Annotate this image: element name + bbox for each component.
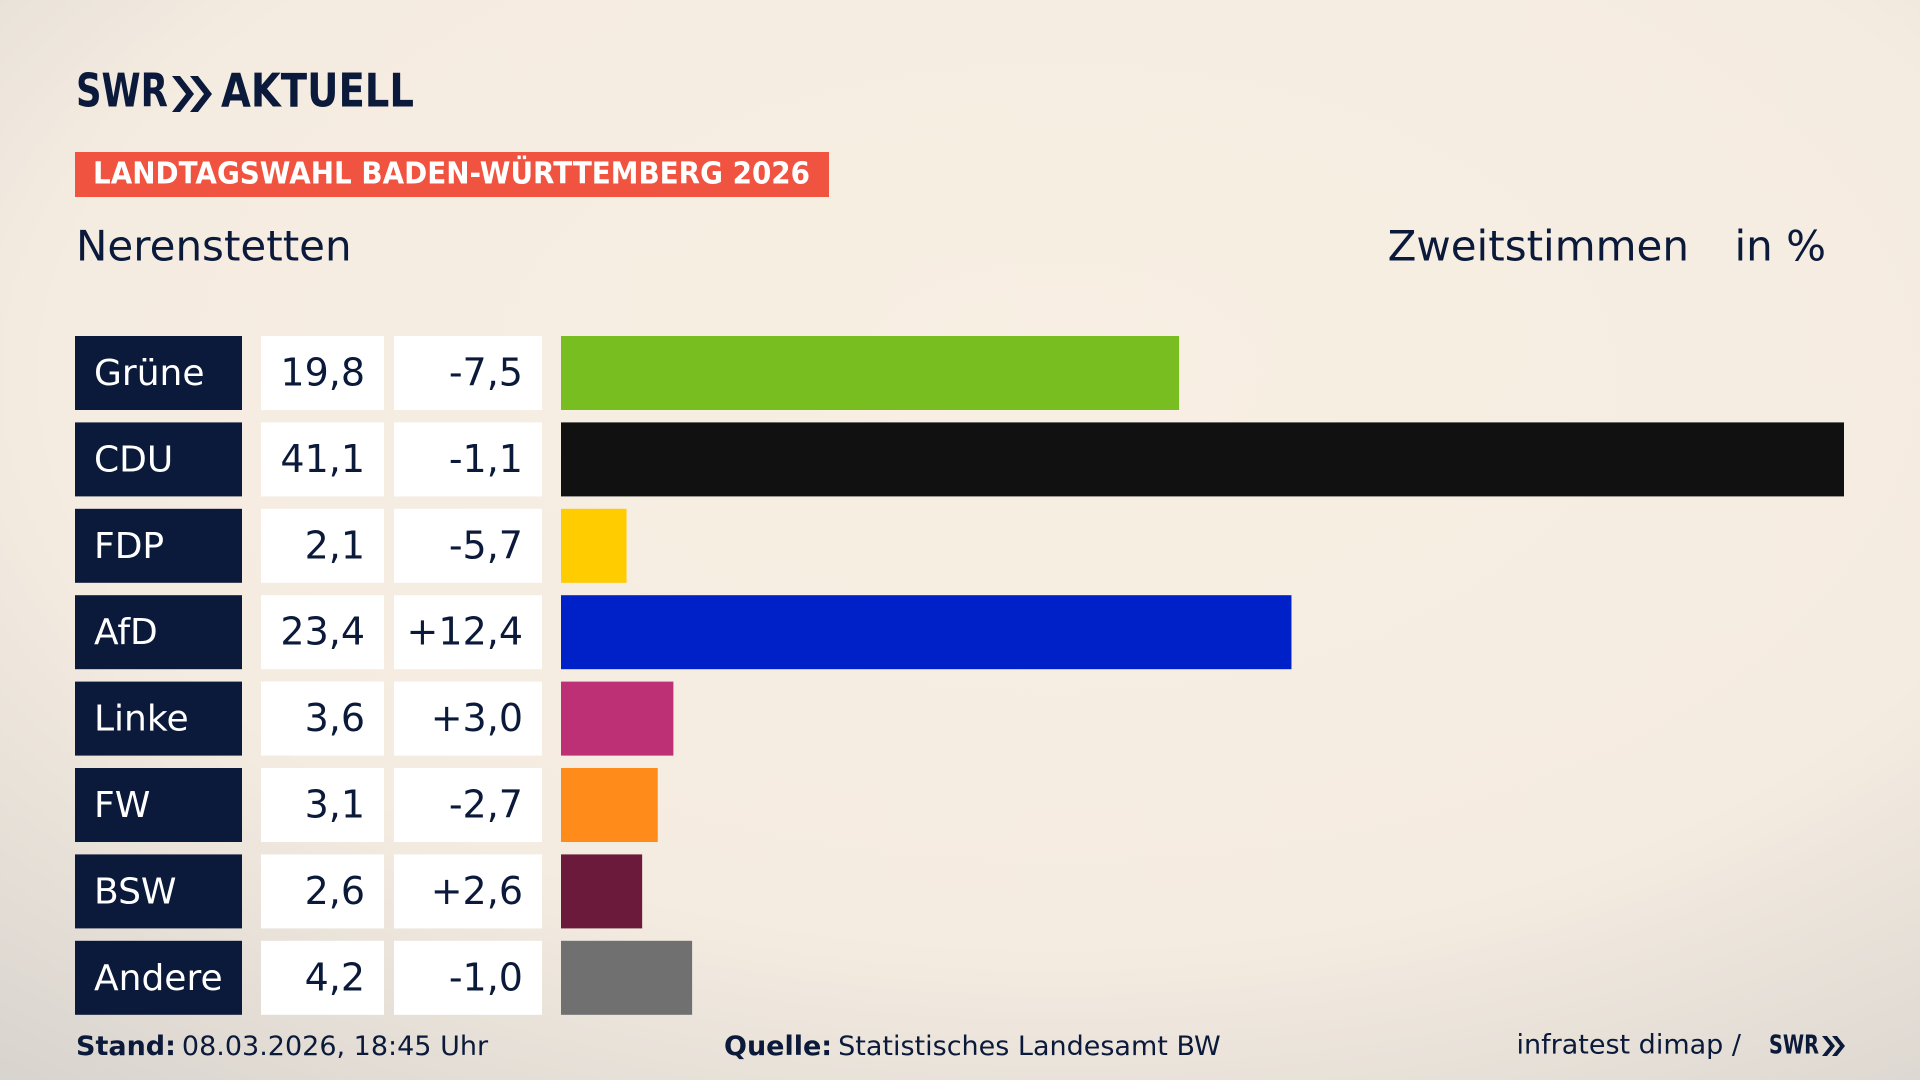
party-box — [75, 768, 242, 842]
value-box — [261, 940, 384, 1015]
value-label: 4,2 — [305, 955, 365, 999]
value-label: 2,1 — [305, 523, 365, 567]
source-label: Quelle: — [724, 1031, 832, 1062]
source-value: Statistisches Landesamt BW — [838, 1031, 1221, 1062]
banner-bg — [75, 152, 829, 197]
change-box — [394, 595, 542, 670]
party-label: Andere — [94, 958, 223, 999]
change-label: +3,0 — [431, 696, 523, 740]
party-box — [75, 940, 242, 1015]
bar — [561, 940, 693, 1015]
change-label: +2,6 — [431, 869, 523, 913]
change-label: -2,7 — [449, 783, 523, 827]
change-label: +12,4 — [407, 610, 523, 654]
value-box — [261, 768, 384, 842]
source: Quelle: Statistisches Landesamt BW — [724, 1031, 1221, 1062]
value-box — [261, 508, 384, 583]
party-box — [75, 422, 242, 497]
party-label: FDP — [94, 526, 164, 567]
change-box — [394, 854, 542, 929]
value-label: 41,1 — [280, 437, 365, 481]
party-box — [75, 854, 242, 929]
bar — [561, 854, 643, 929]
value-label: 19,8 — [280, 351, 365, 395]
value-box — [261, 336, 384, 410]
credit-logo: SWR — [1769, 1031, 1819, 1061]
party-box — [75, 595, 242, 670]
value-box — [261, 854, 384, 929]
value-box — [261, 681, 384, 756]
change-box — [394, 768, 542, 842]
party-label: BSW — [94, 871, 177, 912]
value-label: 3,1 — [305, 783, 365, 827]
change-label: -5,7 — [449, 523, 523, 567]
brand-logo: SWR — [76, 64, 168, 118]
change-box — [394, 422, 542, 497]
unit-label: in % — [1734, 222, 1826, 271]
rows: Grüne 19,8 -7,5 CDU 41,1 -1,1 FDP 2,1 -5,7 AfD 23,… — [75, 336, 1844, 1015]
party-label: Linke — [94, 699, 189, 740]
change-label: -1,0 — [449, 955, 523, 999]
bar — [561, 681, 674, 756]
party-label: FW — [94, 785, 150, 826]
value-label: 2,6 — [305, 869, 365, 913]
credit-chevrons — [1822, 1036, 1845, 1056]
chart-subtitle: Zweitstimmen — [1388, 222, 1689, 271]
stand-value: 08.03.2026, 18:45 Uhr — [182, 1031, 489, 1062]
chart-title: Nerenstetten — [76, 222, 352, 271]
bar — [561, 768, 658, 842]
value-label: 3,6 — [305, 696, 365, 740]
bar — [561, 508, 627, 583]
credit: infratest dimap / — [1516, 1030, 1741, 1061]
change-label: -7,5 — [449, 351, 523, 395]
change-box — [394, 336, 542, 410]
stand: Stand: 08.03.2026, 18:45 Uhr — [76, 1031, 489, 1062]
bar — [561, 422, 1844, 497]
value-box — [261, 595, 384, 670]
party-box — [75, 336, 242, 410]
banner: LANDTAGSWAHL BADEN-WÜRTTEMBERG 2026 — [93, 155, 810, 192]
brand-suffix: AKTUELL — [221, 64, 414, 118]
change-label: -1,1 — [449, 437, 523, 481]
change-box — [394, 940, 542, 1015]
party-box — [75, 508, 242, 583]
value-label: 23,4 — [280, 610, 365, 654]
stand-label: Stand: — [76, 1031, 176, 1062]
party-label: Grüne — [94, 353, 204, 394]
party-label: AfD — [94, 612, 158, 653]
change-box — [394, 508, 542, 583]
party-box — [75, 681, 242, 756]
change-box — [394, 681, 542, 756]
bar — [561, 336, 1180, 410]
party-label: CDU — [94, 439, 173, 480]
bar — [561, 595, 1292, 670]
brand-chevrons — [172, 76, 212, 112]
value-box — [261, 422, 384, 497]
